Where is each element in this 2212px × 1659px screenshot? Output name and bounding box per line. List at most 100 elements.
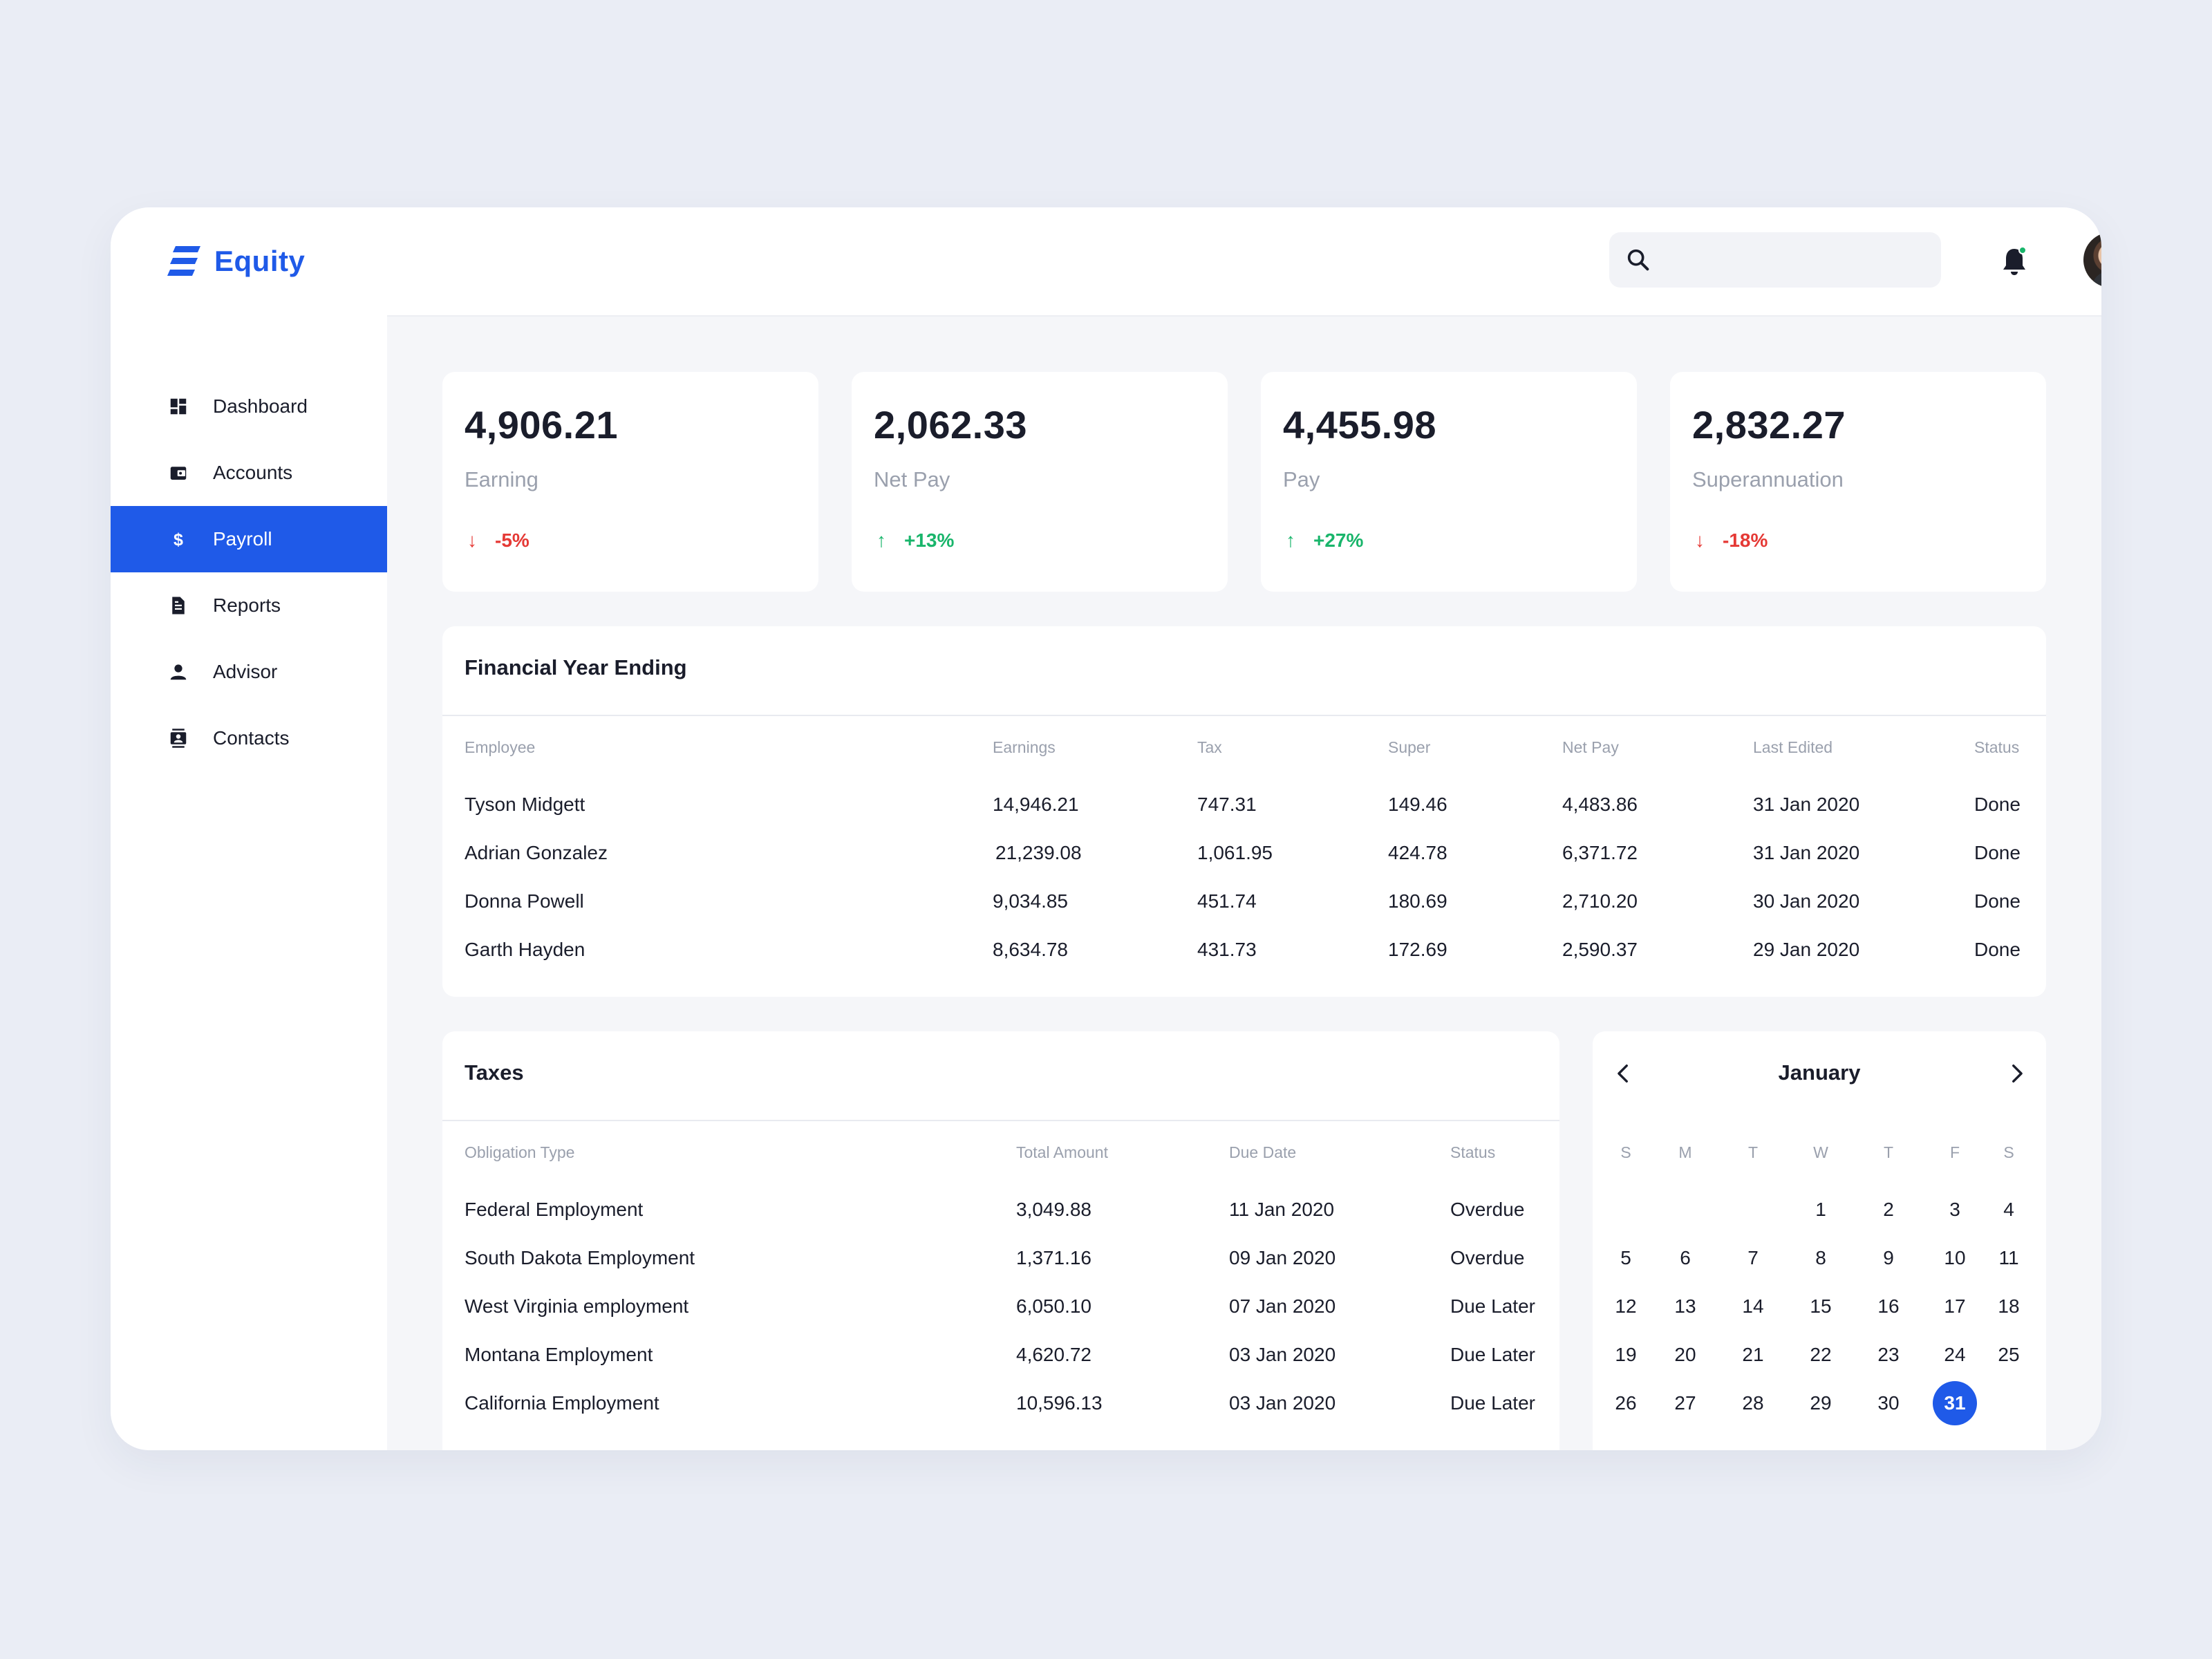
bell-icon [2003,249,2025,275]
table-cell-due-date: 03 Jan 2020 [1229,1344,1336,1365]
calendar-day[interactable]: 7 [1747,1247,1759,1268]
table-cell-earnings: 21,239.08 [995,842,1082,863]
calendar-day[interactable]: 11 [1998,1247,2019,1268]
column-header-net-pay[interactable]: Net Pay [1562,738,1619,756]
sidebar-item-contacts[interactable]: Contacts [111,705,387,771]
table-cell-amount: 3,049.88 [1016,1199,1091,1220]
column-header-super[interactable]: Super [1388,738,1431,756]
calendar-day[interactable]: 26 [1615,1392,1637,1414]
table-cell-super: 172.69 [1388,939,1447,960]
table-cell-tax: 747.31 [1197,794,1257,815]
chevron-left-icon [1618,1064,1628,1083]
stat-change-value: +27% [1313,529,1364,551]
weekday-label: M [1678,1143,1692,1161]
sidebar: Equity Dashboard Accounts $ Payroll [111,207,387,1450]
calendar-day[interactable]: 24 [1944,1344,1966,1365]
table-cell-obligation[interactable]: Federal Employment [465,1199,644,1220]
sidebar-item-label: Payroll [213,528,272,550]
table-cell-obligation[interactable]: California Employment [465,1392,659,1414]
calendar-day[interactable]: 9 [1883,1247,1894,1268]
column-header-status[interactable]: Status [1974,738,2020,756]
table-cell-status: Done [1974,842,2021,863]
calendar-day[interactable]: 14 [1742,1295,1764,1317]
contacts-icon [167,727,189,749]
calendar-day[interactable]: 21 [1742,1344,1764,1365]
calendar-day[interactable]: 13 [1674,1295,1696,1317]
calendar-day[interactable]: 6 [1680,1247,1691,1268]
table-cell-status: Overdue [1450,1247,1525,1268]
table-cell-tax: 1,061.95 [1197,842,1273,863]
calendar-day[interactable]: 27 [1674,1392,1696,1414]
table-cell-due-date: 09 Jan 2020 [1229,1247,1336,1268]
arrow-down-icon: ↓ [1695,529,1705,551]
table-cell-employee[interactable]: Adrian Gonzalez [465,842,608,863]
table-cell-obligation[interactable]: South Dakota Employment [465,1247,695,1268]
table-cell-employee[interactable]: Garth Hayden [465,939,585,960]
sidebar-item-label: Advisor [213,661,278,682]
sidebar-item-reports[interactable]: Reports [111,572,387,639]
calendar-day[interactable]: 22 [1810,1344,1832,1365]
column-header-last-edited[interactable]: Last Edited [1753,738,1833,756]
calendar-day[interactable]: 30 [1877,1392,1900,1414]
sidebar-item-accounts[interactable]: Accounts [111,440,387,506]
sidebar-item-dashboard[interactable]: Dashboard [111,373,387,440]
calendar-day[interactable]: 20 [1674,1344,1696,1365]
search-input[interactable] [1660,249,1923,271]
panel-title: Taxes [465,1060,524,1085]
table-cell-net-pay: 2,710.20 [1562,890,1638,912]
column-header-tax[interactable]: Tax [1197,738,1222,756]
previous-month-button[interactable] [1612,1062,1635,1085]
table-cell-obligation[interactable]: Montana Employment [465,1344,653,1365]
table-cell-employee[interactable]: Tyson Midgett [465,794,585,815]
calendar-day[interactable]: 29 [1810,1392,1832,1414]
calendar-day[interactable]: 12 [1615,1295,1637,1317]
calendar-day[interactable]: 15 [1810,1295,1832,1317]
sidebar-item-advisor[interactable]: Advisor [111,639,387,705]
table-cell-last-edited: 29 Jan 2020 [1753,939,1860,960]
app-window: Equity Dashboard Accounts $ Payroll [111,207,2101,1450]
stat-card-earning: 4,906.21 Earning ↓ -5% [442,372,818,592]
calendar-day[interactable]: 28 [1742,1392,1764,1414]
calendar-day[interactable]: 17 [1944,1295,1966,1317]
stat-card-net-pay: 2,062.33 Net Pay ↑ +13% [852,372,1228,592]
sidebar-item-label: Accounts [213,462,293,483]
calendar-day[interactable]: 23 [1877,1344,1900,1365]
calendar-day-selected[interactable]: 31 [1933,1381,1977,1425]
next-month-button[interactable] [2005,1062,2028,1085]
calendar-day[interactable]: 19 [1615,1344,1637,1365]
column-header-due-date[interactable]: Due Date [1229,1143,1297,1161]
calendar-day[interactable]: 1 [1815,1199,1826,1220]
calendar-day[interactable]: 8 [1815,1247,1826,1268]
table-cell-obligation[interactable]: West Virginia employment [465,1295,689,1317]
column-header-status[interactable]: Status [1450,1143,1496,1161]
taxes-panel: Taxes Obligation Type Total Amount Due D… [442,1031,1559,1450]
search-box[interactable] [1609,232,1941,288]
person-icon [167,661,189,683]
column-header-employee[interactable]: Employee [465,738,536,756]
avatar[interactable] [2083,232,2101,288]
stat-change: ↓ -18% [1695,529,1768,552]
weekday-label: S [2003,1143,2014,1161]
calendar-day[interactable]: 16 [1877,1295,1900,1317]
chevron-right-icon [2012,1064,2023,1083]
table-cell-employee[interactable]: Donna Powell [465,890,584,912]
notifications-button[interactable] [1998,245,2031,278]
calendar-day[interactable]: 10 [1944,1247,1966,1268]
stat-change-value: +13% [904,529,955,551]
table-cell-last-edited: 30 Jan 2020 [1753,890,1860,912]
calendar-day[interactable]: 25 [1998,1344,2020,1365]
logo[interactable]: Equity [166,242,305,281]
calendar-day[interactable]: 5 [1620,1247,1631,1268]
calendar-day[interactable]: 4 [2003,1199,2014,1220]
weekday-label: T [1883,1143,1894,1161]
sidebar-item-payroll[interactable]: $ Payroll [111,506,387,572]
calendar-day[interactable]: 2 [1883,1199,1894,1220]
column-header-obligation-type[interactable]: Obligation Type [465,1143,575,1161]
stat-card-superannuation: 2,832.27 Superannuation ↓ -18% [1670,372,2046,592]
stat-label: Pay [1283,467,1320,491]
calendar-day[interactable]: 18 [1998,1295,2020,1317]
column-header-total-amount[interactable]: Total Amount [1016,1143,1108,1161]
calendar-day[interactable]: 3 [1949,1199,1960,1220]
column-header-earnings[interactable]: Earnings [993,738,1056,756]
equity-logo-icon [167,246,200,276]
